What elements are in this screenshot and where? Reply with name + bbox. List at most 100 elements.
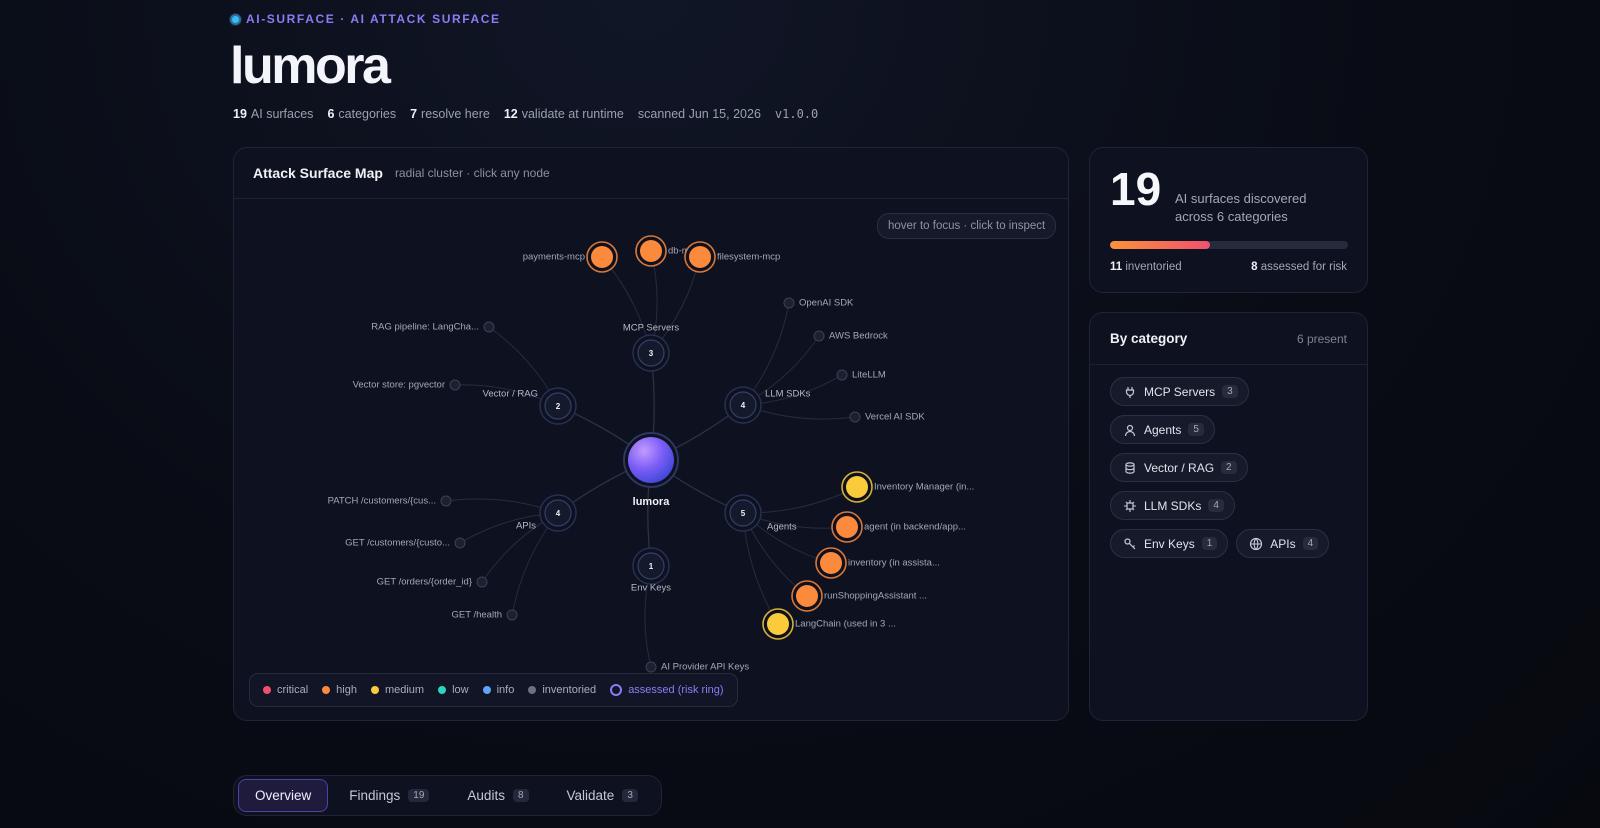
node[interactable] bbox=[767, 613, 789, 635]
legend-item: info bbox=[482, 684, 515, 696]
category-chip[interactable]: MCP Servers 3 bbox=[1110, 377, 1249, 406]
hub[interactable] bbox=[637, 339, 665, 367]
legend-item: high bbox=[322, 684, 357, 696]
legend-swatch bbox=[370, 686, 379, 694]
root[interactable] bbox=[628, 437, 674, 483]
node-label: payments-mcp bbox=[523, 252, 585, 263]
category-count: 3 bbox=[1222, 385, 1238, 398]
category-card: By category 6 present MCP Servers 3 Agents 5… bbox=[1089, 312, 1368, 721]
hub-label: APIs bbox=[516, 521, 536, 532]
node-label: agent (in backend/app... bbox=[864, 522, 966, 533]
tab-count: 3 bbox=[622, 789, 638, 802]
category-icon bbox=[1124, 499, 1136, 512]
summary-line: AI surfaces discovered bbox=[1175, 191, 1307, 206]
stat-label: AI surfaces bbox=[250, 107, 314, 121]
legend-label: medium bbox=[384, 684, 425, 696]
node-label: RAG pipeline: LangCha... bbox=[371, 322, 479, 333]
stat: 6 categories bbox=[327, 107, 396, 121]
category-chip[interactable]: Vector / RAG 2 bbox=[1110, 453, 1248, 482]
node[interactable] bbox=[846, 476, 868, 498]
node[interactable] bbox=[440, 495, 452, 507]
tab[interactable]: Audits 8 bbox=[450, 779, 545, 812]
node[interactable] bbox=[836, 516, 858, 538]
category-chip[interactable]: LLM SDKs 4 bbox=[1110, 491, 1235, 520]
category-count: 4 bbox=[1208, 499, 1224, 512]
node[interactable] bbox=[640, 240, 662, 262]
legend-swatch bbox=[263, 686, 271, 694]
hub-count: 4 bbox=[556, 509, 561, 518]
node[interactable] bbox=[813, 330, 825, 342]
category-chip[interactable]: Agents 5 bbox=[1110, 415, 1215, 444]
category-icon bbox=[1250, 537, 1263, 550]
node-label: runShoppingAssistant ... bbox=[824, 591, 927, 602]
stat-value: 6 bbox=[327, 107, 335, 121]
tab-label: Validate bbox=[566, 788, 615, 803]
hub-count: 1 bbox=[649, 562, 654, 571]
stat: 7 resolve here bbox=[410, 107, 490, 121]
progress-bar bbox=[1110, 241, 1348, 249]
hub[interactable] bbox=[544, 392, 572, 420]
node[interactable] bbox=[820, 552, 842, 574]
node-label: GET /customers/{custo... bbox=[345, 538, 450, 549]
tab[interactable]: Findings 19 bbox=[332, 779, 446, 812]
category-name: LLM SDKs bbox=[1144, 498, 1202, 513]
stat-value: 19 bbox=[233, 107, 247, 121]
node[interactable] bbox=[783, 297, 795, 309]
node[interactable] bbox=[796, 585, 818, 607]
hub[interactable] bbox=[729, 499, 757, 527]
scanned: scanned Jun 15, 2026 bbox=[637, 107, 761, 121]
node[interactable] bbox=[483, 321, 495, 333]
summary-card: 19 AI surfaces discovered across 6 catego… bbox=[1089, 147, 1368, 293]
assessed-label: assessed for risk bbox=[1260, 261, 1347, 273]
category-icon bbox=[1124, 537, 1136, 549]
category-chips: MCP Servers 3 Agents 5 Vector / RAG 2 LLM SDKs… bbox=[1110, 377, 1355, 558]
hub-label: LLM SDKs bbox=[765, 389, 811, 400]
tab-label: Overview bbox=[255, 788, 312, 803]
tab[interactable]: Overview bbox=[238, 779, 329, 812]
stat-label: resolve here bbox=[421, 107, 490, 121]
stat: 19 AI surfaces bbox=[233, 107, 313, 121]
hub[interactable] bbox=[729, 391, 757, 419]
hub[interactable] bbox=[637, 552, 665, 580]
category-count: 4 bbox=[1302, 537, 1319, 550]
category-chip[interactable]: APIs 4 bbox=[1236, 529, 1330, 558]
legend-label: critical bbox=[277, 684, 309, 696]
node-label: Vector store: pgvector bbox=[353, 380, 445, 391]
stat-label: validate at runtime bbox=[521, 107, 624, 121]
stat-value: 12 bbox=[503, 107, 518, 121]
node[interactable] bbox=[476, 576, 488, 588]
legend: critical high medium low info inventoried asse… bbox=[249, 673, 738, 707]
summary-text: AI surfaces discovered across 6 categorie… bbox=[1175, 190, 1307, 226]
node[interactable] bbox=[849, 411, 861, 423]
stats: 19 AI surfaces 6 categories 7 resolve here 12 v… bbox=[233, 107, 818, 121]
eyebrow: AI-SURFACE · AI ATTACK SURFACE bbox=[230, 12, 501, 26]
stat-value: 7 bbox=[410, 107, 418, 121]
tab[interactable]: Validate 3 bbox=[550, 779, 655, 812]
node[interactable] bbox=[591, 246, 613, 268]
node[interactable] bbox=[645, 661, 657, 673]
node[interactable] bbox=[506, 609, 518, 621]
category-name: MCP Servers bbox=[1144, 384, 1216, 399]
node[interactable] bbox=[836, 369, 848, 381]
node[interactable] bbox=[449, 379, 461, 391]
legend-label: assessed (risk ring) bbox=[628, 684, 724, 696]
legend-swatch bbox=[322, 686, 331, 694]
node[interactable] bbox=[454, 537, 466, 549]
tab-label: Findings bbox=[349, 788, 401, 803]
tab-count: 19 bbox=[408, 789, 430, 802]
assessed: 8 assessed for risk bbox=[1251, 261, 1347, 273]
category-chip[interactable]: Env Keys 1 bbox=[1110, 529, 1229, 558]
node-label: GET /orders/{order_id} bbox=[377, 577, 472, 588]
legend-label: info bbox=[496, 684, 515, 696]
category-name: APIs bbox=[1270, 536, 1296, 551]
inventoried-count: 11 bbox=[1110, 261, 1123, 273]
node[interactable] bbox=[689, 246, 711, 268]
version: v1.0.0 bbox=[774, 107, 819, 121]
legend-label: low bbox=[452, 684, 469, 696]
category-count: 5 bbox=[1188, 423, 1204, 436]
hub-count: 2 bbox=[556, 402, 561, 411]
hint: hover to focus · click to inspect bbox=[877, 213, 1057, 239]
legend-label: inventoried bbox=[542, 684, 597, 696]
hub[interactable] bbox=[544, 499, 572, 527]
